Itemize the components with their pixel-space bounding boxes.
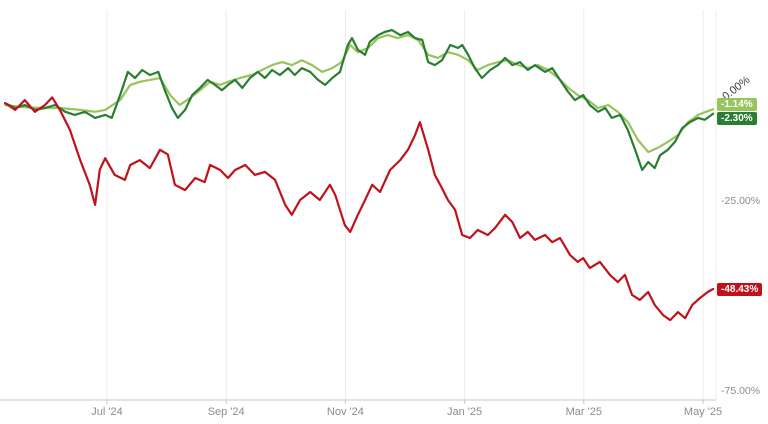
y-axis-tick-label: -75.00% xyxy=(721,385,760,397)
x-axis-tick-label: Nov '24 xyxy=(327,406,364,418)
series-end-badge-dark-green: -2.30% xyxy=(717,112,757,125)
x-axis-tick-label: Jul '24 xyxy=(91,406,122,418)
y-axis-tick-label: -25.00% xyxy=(721,195,760,207)
series-line-red xyxy=(3,96,715,322)
series-end-badge-light-green: -1.14% xyxy=(717,98,757,111)
x-axis-tick-label: May '25 xyxy=(684,406,722,418)
x-axis-tick-label: Jan '25 xyxy=(447,406,482,418)
series-line-light-green xyxy=(3,33,715,154)
x-axis-tick-label: Sep '24 xyxy=(208,406,245,418)
series-line-dark-green xyxy=(3,29,715,172)
x-axis-tick-label: Mar '25 xyxy=(566,406,602,418)
series-end-badge-red: -48.43% xyxy=(717,282,763,296)
